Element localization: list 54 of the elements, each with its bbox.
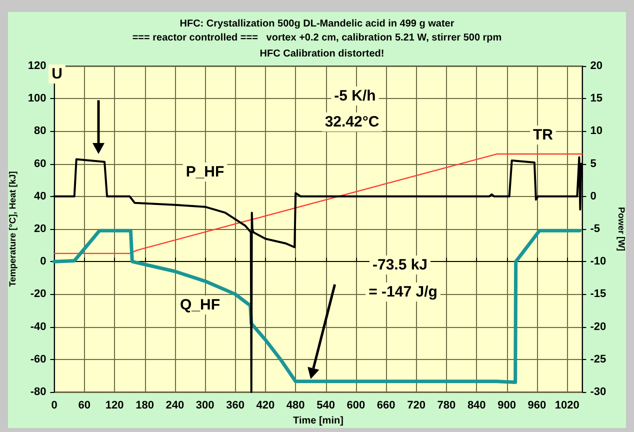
x-tick-label: 120 [105, 400, 124, 412]
annotation: Q_HF [180, 296, 220, 314]
x-tick-label: 840 [467, 400, 486, 412]
x-tick-label: 480 [286, 400, 305, 412]
x-axis-title: Time [min] [293, 415, 344, 426]
x-tick-label: 180 [136, 400, 154, 412]
y2-tick-label: 10 [590, 125, 602, 138]
x-tick-label: 900 [498, 400, 516, 412]
y-tick-label: 80 [34, 125, 46, 138]
y2-axis-title: Power [W] [616, 207, 626, 251]
text: HFC Calibration distorted! [260, 48, 384, 60]
y-tick-label: -40 [30, 320, 46, 333]
annotation: -73.5 kJ [372, 256, 428, 274]
y2-tick-label: 5 [590, 158, 596, 170]
chart-subtitle: === reactor controlled === vortex +0.2 cm, calibration 5.21 W, stirrer 500 rpm [132, 32, 502, 44]
y-axis-title: Temperature [°C], Heat [kJ] [8, 171, 18, 287]
x-tick-label: 240 [166, 400, 184, 412]
y-tick-label: 40 [34, 190, 46, 202]
y2-tick-label: -30 [590, 386, 606, 398]
x-tick-label: 960 [528, 400, 546, 412]
x-tick-label: 600 [346, 400, 366, 412]
y2-tick-label: -20 [590, 320, 606, 333]
y-tick-label: -20 [30, 288, 46, 300]
y2-tick-label: 0 [590, 190, 596, 202]
y-tick-label: 120 [28, 60, 46, 72]
x-tick-label: 660 [376, 400, 396, 412]
annotation: -5 K/h [334, 88, 376, 104]
y2-tick-label: -5 [590, 223, 600, 235]
y-tick-label: 100 [28, 92, 46, 105]
y2-tick-label: -25 [590, 353, 606, 366]
y2-tick-label: 20 [590, 60, 602, 72]
y2-tick-label: 15 [590, 92, 602, 105]
annotation: TR [533, 126, 554, 144]
y-tick-label: 20 [34, 223, 46, 235]
annotation: = -147 J/g [368, 284, 438, 300]
y-tick-label: 60 [34, 158, 46, 170]
chart-title: HFC: Crystallization 500g DL-Mandelic acid in 499 g water [180, 18, 454, 30]
y-tick-label: -60 [30, 353, 46, 366]
x-tick-label: 0 [51, 400, 58, 412]
x-tick-label: 780 [437, 400, 456, 412]
y-tick-label: -80 [30, 386, 46, 398]
annotation: P_HF [186, 164, 224, 180]
x-tick-label: 300 [196, 400, 214, 412]
x-tick-label: 1020 [554, 400, 580, 412]
y2-tick-label: -10 [590, 256, 606, 268]
x-tick-label: 360 [226, 400, 244, 412]
y2-tick-label: -15 [590, 288, 606, 300]
x-tick-label: 540 [316, 400, 335, 412]
annotation: 32.42°C [324, 114, 380, 130]
x-tick-label: 60 [78, 400, 91, 412]
x-tick-label: 720 [407, 400, 426, 412]
x-tick-label: 420 [256, 400, 275, 412]
y-tick-label: 0 [40, 256, 46, 268]
annotation: U [52, 66, 62, 82]
